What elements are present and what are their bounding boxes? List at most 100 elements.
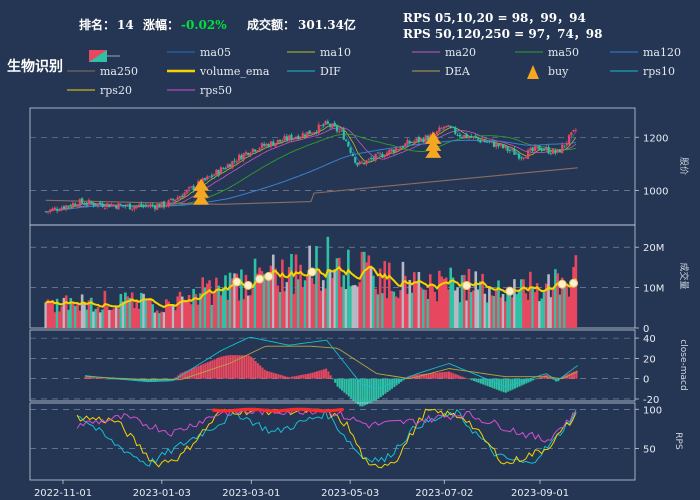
candle-body <box>78 199 81 207</box>
macd-histogram-bar <box>95 378 98 379</box>
volume-bar <box>447 289 450 328</box>
candle-body <box>367 158 370 160</box>
macd-histogram-bar <box>227 355 230 379</box>
volume-bar <box>74 305 77 328</box>
macd-histogram-bar <box>402 378 405 381</box>
macd-histogram-bar <box>195 366 198 379</box>
volume-bar <box>490 295 493 328</box>
macd-histogram-bar <box>329 375 332 379</box>
macd-histogram-bar <box>106 378 109 380</box>
candle-body <box>228 164 232 168</box>
volume-bar <box>137 308 141 328</box>
volume-bar <box>160 311 164 328</box>
volume-bar <box>119 293 123 328</box>
candle-body <box>83 203 86 205</box>
macd-histogram-bar <box>420 374 423 379</box>
macd-histogram-bar <box>425 373 428 379</box>
volume-bar <box>458 302 462 328</box>
volume-bar <box>290 253 293 328</box>
legend-item-ma120: ma120 <box>610 46 681 59</box>
volume-bar <box>174 310 177 328</box>
candle-body <box>153 205 157 209</box>
candle-body <box>226 164 229 169</box>
volume-signal-marker <box>264 271 274 281</box>
macd-histogram-bar <box>188 369 191 379</box>
macd-histogram-bar <box>361 378 364 407</box>
volume-bar <box>219 295 223 328</box>
change-label: 涨幅： <box>143 17 179 32</box>
x-tick-label: 2023-01-03 <box>133 488 191 499</box>
candle-body <box>440 127 443 129</box>
macd-histogram-bar <box>413 374 416 379</box>
volume-bar <box>294 254 298 328</box>
macd-histogram-bar <box>272 372 275 379</box>
candle-body <box>522 158 525 159</box>
macd-histogram-bar <box>229 355 232 379</box>
macd-histogram-bar <box>341 378 344 391</box>
volume-bar <box>485 302 489 328</box>
candle-body <box>467 137 471 139</box>
macd-histogram-bar <box>108 378 111 380</box>
legend-item-DIF: DIF <box>287 65 341 78</box>
volume-bar <box>360 251 364 328</box>
candle-body <box>442 127 445 129</box>
volume-bar <box>526 299 530 328</box>
candle-body <box>545 147 548 150</box>
volume-bar <box>533 292 537 328</box>
candle-body <box>513 149 516 155</box>
macd-histogram-bar <box>434 372 437 379</box>
volume-bar <box>274 268 277 328</box>
macd-histogram-bar <box>304 374 307 379</box>
macd-histogram-bar <box>541 376 544 379</box>
macd-histogram-bar <box>495 378 498 390</box>
volume-bar <box>426 298 430 328</box>
volume-bar <box>224 275 227 328</box>
macd-histogram-bar <box>202 364 205 379</box>
candle-body <box>172 199 175 201</box>
macd-histogram-bar <box>245 355 248 379</box>
candle-body <box>547 146 550 154</box>
volume-bar <box>531 288 534 328</box>
macd-histogram-bar <box>270 372 273 379</box>
volume-bar <box>144 299 148 328</box>
candle-body <box>495 143 498 147</box>
volume-bar <box>258 267 261 328</box>
macd-histogram-bar <box>277 374 280 379</box>
macd-histogram-bar <box>336 378 339 387</box>
candle-body <box>108 204 111 208</box>
volume-bar <box>554 269 557 328</box>
macd-tick-label: 0 <box>643 375 649 386</box>
candle-body <box>379 153 382 155</box>
macd-histogram-bar <box>193 367 196 379</box>
macd-histogram-bar <box>473 378 476 382</box>
candle-body <box>281 140 284 142</box>
volume-bar <box>504 301 507 328</box>
volume-bar <box>60 306 63 328</box>
candle-body <box>526 150 530 159</box>
volume-bar <box>226 299 230 328</box>
volume-bar <box>135 299 139 328</box>
legend-label-ma250: ma250 <box>100 65 138 78</box>
volume-bar <box>449 267 453 328</box>
volume-bar <box>235 273 239 328</box>
volume-bar <box>124 292 127 328</box>
macd-histogram-bar <box>459 375 462 379</box>
candle-body <box>121 204 125 206</box>
buy-marker <box>193 192 210 205</box>
candle-body <box>119 204 122 206</box>
macd-histogram-bar <box>400 378 403 382</box>
macd-panel: -20 0 20 40 close-macd <box>29 329 688 407</box>
macd-histogram-bar <box>225 355 228 379</box>
candle-body <box>92 203 95 206</box>
candle-body <box>358 161 361 165</box>
candle-body <box>285 136 289 141</box>
candle-body <box>347 141 350 147</box>
macd-histogram-bar <box>454 374 457 379</box>
volume-bar <box>165 299 168 328</box>
x-tick-label: 2023-07-02 <box>415 488 473 499</box>
macd-histogram-bar <box>486 378 489 387</box>
macd-histogram-bar <box>327 371 330 379</box>
candle-body <box>190 186 193 188</box>
macd-histogram-bar <box>548 376 551 379</box>
macd-histogram-bar <box>325 368 328 379</box>
